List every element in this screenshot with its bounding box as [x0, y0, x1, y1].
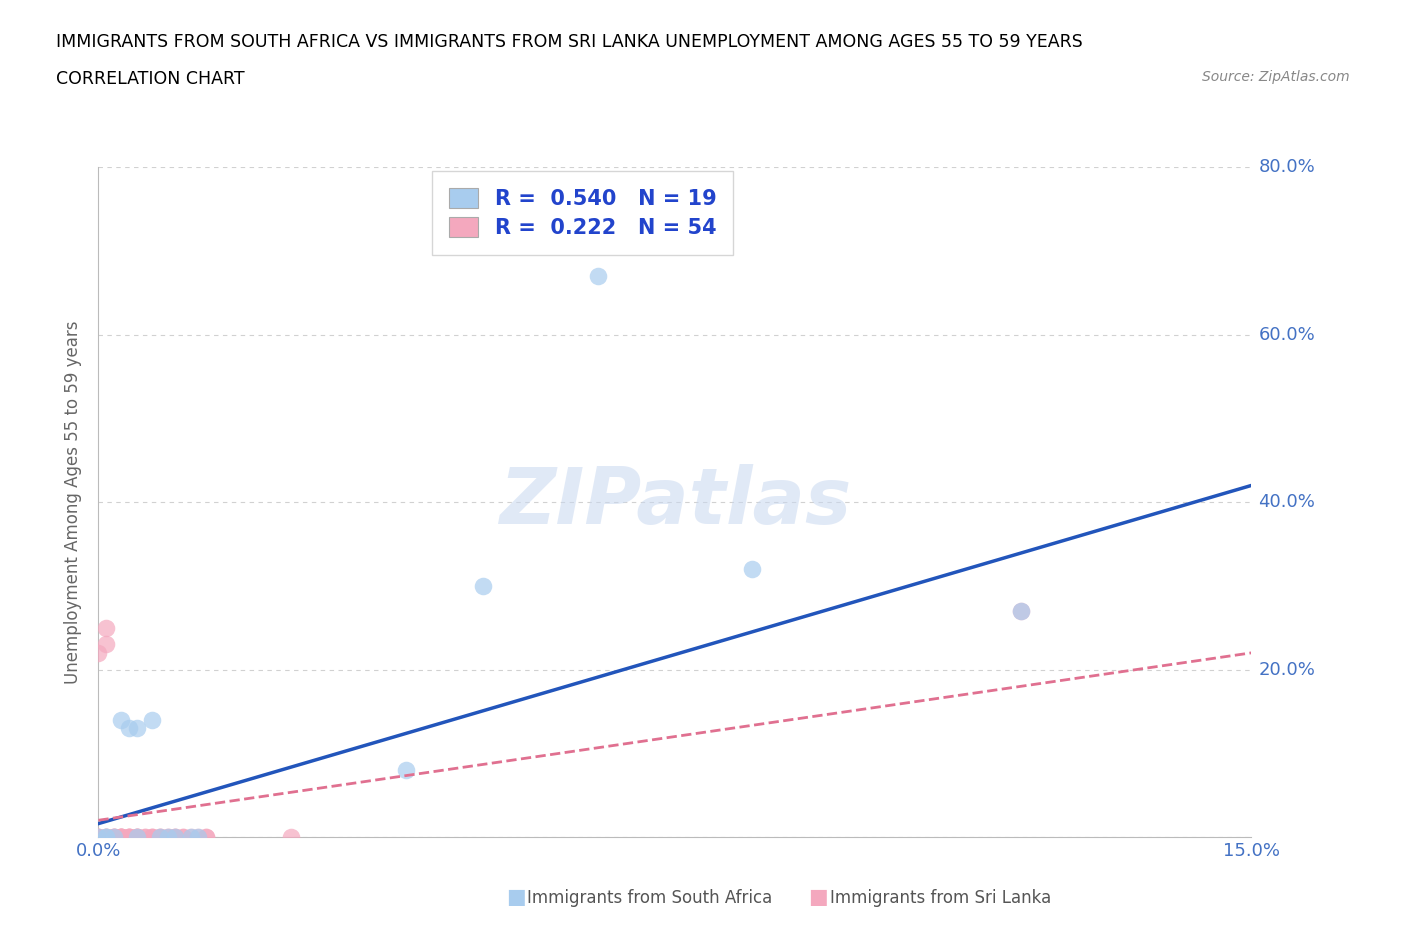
- Point: [125, 721, 148, 736]
- Point: [156, 830, 179, 844]
- Point: [1010, 604, 1032, 618]
- Point: [125, 830, 148, 844]
- Point: [125, 830, 148, 844]
- Text: CORRELATION CHART: CORRELATION CHART: [56, 70, 245, 87]
- Point: [180, 830, 202, 844]
- Point: [741, 562, 763, 577]
- Legend: R =  0.540   N = 19, R =  0.222   N = 54: R = 0.540 N = 19, R = 0.222 N = 54: [432, 171, 733, 255]
- Point: [103, 830, 125, 844]
- Point: [165, 830, 187, 844]
- Y-axis label: Unemployment Among Ages 55 to 59 years: Unemployment Among Ages 55 to 59 years: [65, 321, 83, 684]
- Point: [187, 830, 209, 844]
- Point: [118, 830, 141, 844]
- Point: [118, 830, 141, 844]
- Text: ■: ■: [506, 886, 526, 907]
- Point: [118, 830, 141, 844]
- Point: [110, 830, 132, 844]
- Point: [110, 830, 132, 844]
- Point: [195, 830, 218, 844]
- Point: [149, 830, 172, 844]
- Point: [94, 830, 117, 844]
- Point: [134, 830, 156, 844]
- Point: [103, 830, 125, 844]
- Point: [94, 830, 117, 844]
- Point: [94, 830, 117, 844]
- Point: [87, 830, 110, 844]
- Point: [94, 830, 117, 844]
- Text: Immigrants from Sri Lanka: Immigrants from Sri Lanka: [830, 889, 1050, 907]
- Point: [87, 830, 110, 844]
- Point: [141, 712, 163, 727]
- Text: 80.0%: 80.0%: [1258, 158, 1315, 177]
- Point: [1010, 604, 1032, 618]
- Point: [87, 645, 110, 660]
- Point: [110, 830, 132, 844]
- Point: [125, 830, 148, 844]
- Point: [103, 830, 125, 844]
- Point: [586, 269, 609, 284]
- Point: [165, 830, 187, 844]
- Text: 40.0%: 40.0%: [1258, 493, 1315, 512]
- Point: [94, 637, 117, 652]
- Point: [94, 620, 117, 635]
- Point: [94, 830, 117, 844]
- Point: [395, 763, 418, 777]
- Text: 60.0%: 60.0%: [1258, 326, 1315, 344]
- Point: [471, 578, 494, 593]
- Point: [94, 830, 117, 844]
- Point: [149, 830, 172, 844]
- Point: [172, 830, 194, 844]
- Point: [125, 830, 148, 844]
- Point: [165, 830, 187, 844]
- Point: [141, 830, 163, 844]
- Text: IMMIGRANTS FROM SOUTH AFRICA VS IMMIGRANTS FROM SRI LANKA UNEMPLOYMENT AMONG AGE: IMMIGRANTS FROM SOUTH AFRICA VS IMMIGRAN…: [56, 33, 1083, 50]
- Point: [87, 830, 110, 844]
- Point: [165, 830, 187, 844]
- Point: [118, 830, 141, 844]
- Point: [103, 830, 125, 844]
- Text: Immigrants from South Africa: Immigrants from South Africa: [527, 889, 772, 907]
- Point: [103, 830, 125, 844]
- Point: [103, 830, 125, 844]
- Point: [110, 830, 132, 844]
- Point: [110, 830, 132, 844]
- Point: [125, 830, 148, 844]
- Point: [172, 830, 194, 844]
- Text: 20.0%: 20.0%: [1258, 660, 1315, 679]
- Point: [149, 830, 172, 844]
- Point: [110, 712, 132, 727]
- Point: [195, 830, 218, 844]
- Point: [141, 830, 163, 844]
- Point: [149, 830, 172, 844]
- Point: [87, 830, 110, 844]
- Point: [280, 830, 302, 844]
- Point: [180, 830, 202, 844]
- Point: [110, 830, 132, 844]
- Point: [156, 830, 179, 844]
- Text: ZIPatlas: ZIPatlas: [499, 464, 851, 540]
- Point: [118, 830, 141, 844]
- Point: [156, 830, 179, 844]
- Text: ■: ■: [808, 886, 828, 907]
- Point: [87, 830, 110, 844]
- Point: [134, 830, 156, 844]
- Point: [187, 830, 209, 844]
- Point: [125, 830, 148, 844]
- Text: Source: ZipAtlas.com: Source: ZipAtlas.com: [1202, 70, 1350, 84]
- Point: [110, 830, 132, 844]
- Point: [118, 721, 141, 736]
- Point: [141, 830, 163, 844]
